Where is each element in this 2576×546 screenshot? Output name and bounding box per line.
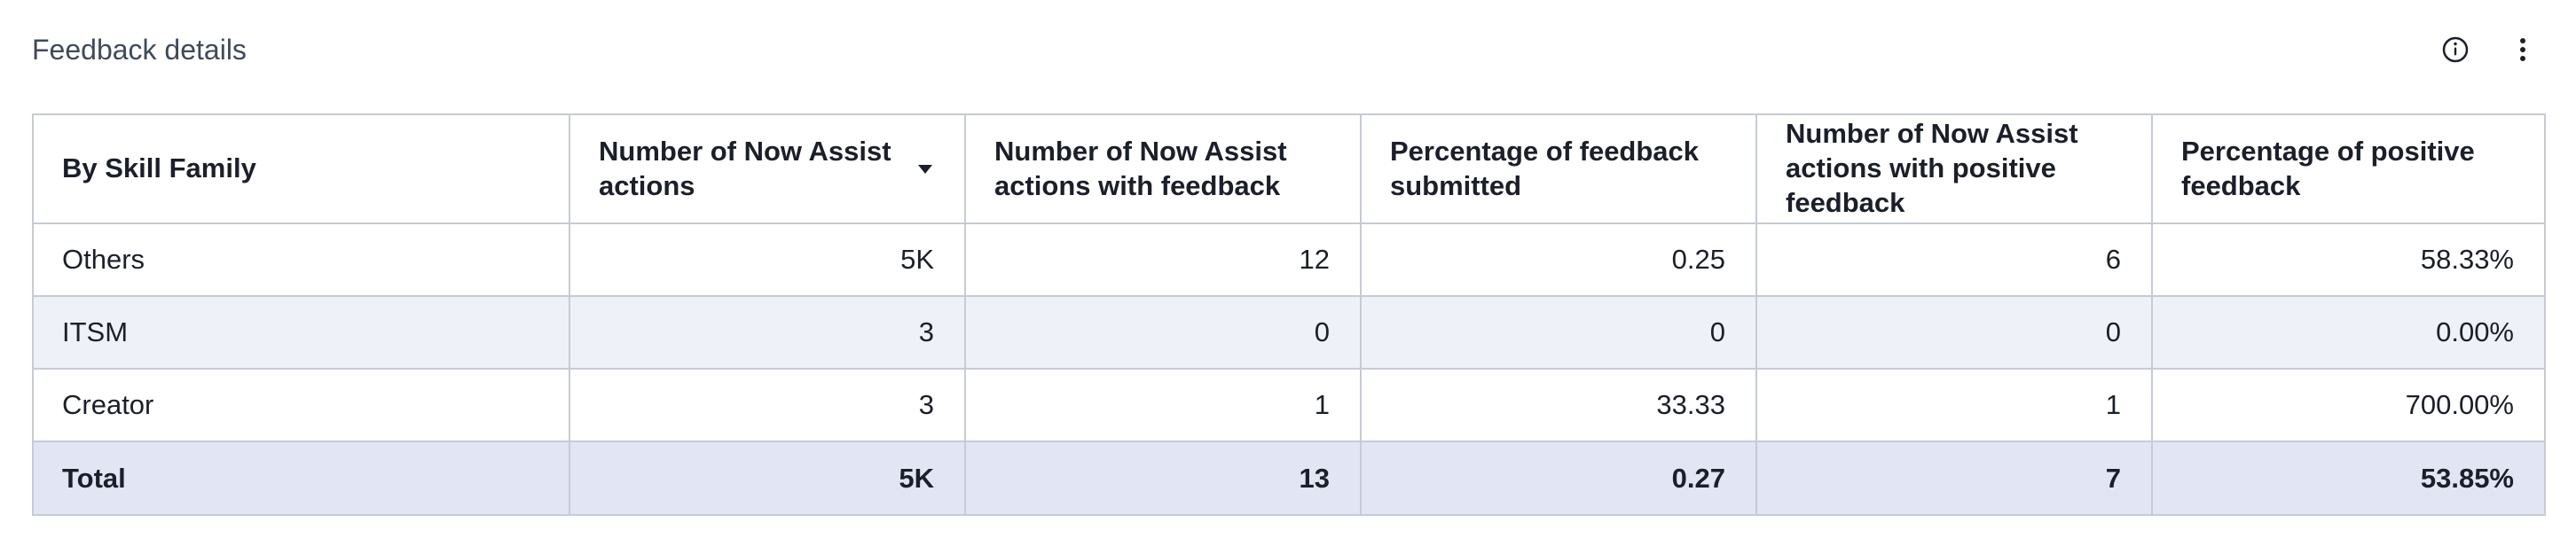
table-cell-number-of-actions: 3	[569, 296, 965, 370]
table-row-others: Others 5K 12 0.25 6 58.33%	[34, 223, 2544, 297]
column-header-label: Number of Now Assist actions with feedba…	[994, 135, 1287, 201]
column-header-label: Percentage of positive feedback	[2181, 135, 2475, 201]
table-cell-actions-with-feedback: 12	[964, 223, 1361, 297]
column-header-label: By Skill Family	[62, 152, 256, 184]
table-cell-total-number-of-actions: 5K	[569, 441, 965, 514]
more-vertical-icon[interactable]	[2501, 28, 2544, 71]
table-cell-total-positive-feedback-percentage: 53.85%	[2151, 441, 2544, 514]
table-cell-total-actions-with-feedback: 13	[964, 441, 1361, 514]
table-row-creator: Creator 3 1 33.33 1 700.00%	[34, 369, 2544, 442]
table-cell-feedback-submitted: 0	[1360, 296, 1756, 370]
column-header-label: Number of Now Assist actions with positi…	[1786, 118, 2078, 218]
table-cell-total-label: Total	[34, 441, 569, 514]
sort-descending-icon[interactable]	[915, 160, 936, 178]
table-cell-positive-feedback-actions: 0	[1755, 296, 2152, 370]
table-cell-skill-family: Others	[34, 223, 569, 297]
table-cell-actions-with-feedback: 1	[964, 369, 1361, 442]
table-cell-skill-family: ITSM	[34, 296, 569, 370]
table-cell-positive-feedback-percentage: 0.00%	[2151, 296, 2544, 370]
table-cell-positive-feedback-percentage: 58.33%	[2151, 223, 2544, 297]
column-header-by-skill-family[interactable]: By Skill Family	[34, 115, 569, 224]
column-header-percentage-feedback-submitted[interactable]: Percentage of feedback submitted	[1360, 115, 1756, 224]
column-header-number-of-now-assist-actions[interactable]: Number of Now Assist actions	[569, 115, 965, 224]
column-header-label: Percentage of feedback submitted	[1390, 135, 1700, 201]
header-actions	[2434, 27, 2544, 73]
info-icon[interactable]	[2434, 28, 2477, 71]
table-row-total: Total 5K 13 0.27 7 53.85%	[34, 441, 2544, 514]
feedback-details-table: By Skill Family Number of Now Assist act…	[34, 115, 2544, 514]
column-header-actions-with-positive-feedback[interactable]: Number of Now Assist actions with positi…	[1755, 115, 2152, 224]
column-header-percentage-positive-feedback[interactable]: Percentage of positive feedback	[2151, 115, 2544, 224]
column-header-label: Number of Now Assist actions	[599, 135, 891, 201]
card-header: Feedback details	[32, 30, 247, 69]
table-row-itsm: ITSM 3 0 0 0 0.00%	[34, 296, 2544, 370]
table-cell-positive-feedback-percentage: 700.00%	[2151, 369, 2544, 442]
table-cell-total-positive-feedback-actions: 7	[1755, 441, 2152, 514]
table-cell-skill-family: Creator	[34, 369, 569, 442]
column-header-content: Number of Now Assist actions	[599, 135, 936, 204]
table-cell-positive-feedback-actions: 6	[1755, 223, 2152, 297]
table-cell-total-feedback-submitted: 0.27	[1360, 441, 1756, 514]
table-cell-feedback-submitted: 33.33	[1360, 369, 1756, 442]
table-header-row: By Skill Family Number of Now Assist act…	[34, 115, 2544, 224]
table-cell-number-of-actions: 3	[569, 369, 965, 442]
table-cell-feedback-submitted: 0.25	[1360, 223, 1756, 297]
table-cell-number-of-actions: 5K	[569, 223, 965, 297]
table-cell-positive-feedback-actions: 1	[1755, 369, 2152, 442]
table-cell-actions-with-feedback: 0	[964, 296, 1361, 370]
card-title: Feedback details	[32, 34, 247, 66]
column-header-actions-with-feedback[interactable]: Number of Now Assist actions with feedba…	[964, 115, 1361, 224]
feedback-table-container: By Skill Family Number of Now Assist act…	[32, 113, 2546, 516]
